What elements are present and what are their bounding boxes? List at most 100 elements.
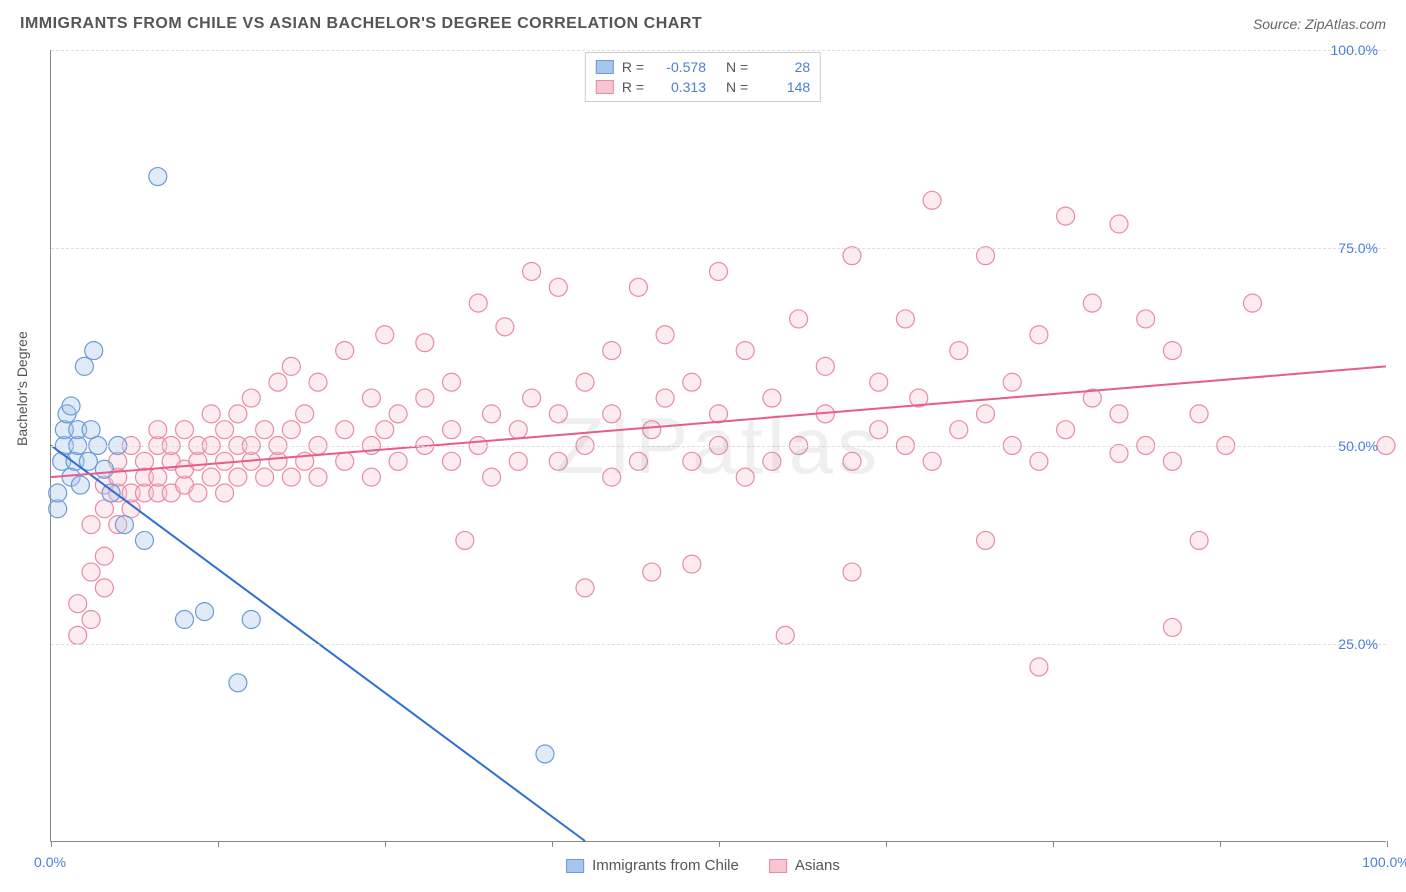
scatter-point xyxy=(296,405,314,423)
x-tick xyxy=(1220,841,1221,847)
scatter-point xyxy=(95,460,113,478)
x-tick xyxy=(218,841,219,847)
scatter-point xyxy=(683,555,701,573)
scatter-point xyxy=(776,626,794,644)
scatter-point xyxy=(509,421,527,439)
scatter-point xyxy=(362,389,380,407)
scatter-point xyxy=(763,389,781,407)
scatter-point xyxy=(1190,405,1208,423)
scatter-point xyxy=(1137,310,1155,328)
legend-swatch-chile xyxy=(596,60,614,74)
scatter-point xyxy=(336,421,354,439)
scatter-point xyxy=(629,278,647,296)
legend-item-chile: Immigrants from Chile xyxy=(566,857,739,874)
scatter-point xyxy=(923,191,941,209)
scatter-point xyxy=(816,357,834,375)
scatter-point xyxy=(416,389,434,407)
scatter-point xyxy=(736,468,754,486)
legend-swatch-asians xyxy=(596,80,614,94)
scatter-point xyxy=(443,373,461,391)
legend-n-label: N = xyxy=(726,59,748,75)
scatter-point xyxy=(523,262,541,280)
scatter-point xyxy=(269,373,287,391)
scatter-point xyxy=(683,452,701,470)
scatter-point xyxy=(1110,444,1128,462)
source-name: ZipAtlas.com xyxy=(1305,16,1386,32)
scatter-point xyxy=(870,421,888,439)
scatter-point xyxy=(282,468,300,486)
scatter-point xyxy=(149,421,167,439)
x-tick-label: 0.0% xyxy=(34,854,66,870)
legend-n-value-asians: 148 xyxy=(760,79,810,95)
scatter-point xyxy=(549,405,567,423)
scatter-point xyxy=(115,516,133,534)
scatter-point xyxy=(977,247,995,265)
scatter-point xyxy=(896,310,914,328)
scatter-point xyxy=(683,373,701,391)
scatter-point xyxy=(189,484,207,502)
x-tick xyxy=(719,841,720,847)
legend-stats-row-asians: R = 0.313 N = 148 xyxy=(596,77,810,97)
scatter-point xyxy=(710,405,728,423)
scatter-point xyxy=(643,421,661,439)
x-tick xyxy=(886,841,887,847)
legend-series-box: Immigrants from Chile Asians xyxy=(566,857,840,874)
scatter-point xyxy=(736,342,754,360)
scatter-point xyxy=(135,452,153,470)
scatter-point xyxy=(603,405,621,423)
legend-label-asians: Asians xyxy=(795,857,840,874)
scatter-point xyxy=(376,326,394,344)
scatter-point xyxy=(843,452,861,470)
y-tick-label: 100.0% xyxy=(1331,42,1378,58)
source-attribution: Source: ZipAtlas.com xyxy=(1253,16,1386,32)
scatter-point xyxy=(950,342,968,360)
scatter-point xyxy=(523,389,541,407)
scatter-point xyxy=(149,168,167,186)
scatter-point xyxy=(843,563,861,581)
scatter-point xyxy=(149,468,167,486)
scatter-point xyxy=(309,468,327,486)
scatter-point xyxy=(656,326,674,344)
scatter-point xyxy=(216,484,234,502)
scatter-point xyxy=(102,484,120,502)
scatter-point xyxy=(870,373,888,391)
scatter-point xyxy=(977,405,995,423)
scatter-point xyxy=(656,389,674,407)
scatter-point xyxy=(1030,452,1048,470)
scatter-point xyxy=(82,563,100,581)
scatter-point xyxy=(95,547,113,565)
scatter-point xyxy=(509,452,527,470)
legend-item-asians: Asians xyxy=(769,857,840,874)
scatter-point xyxy=(763,452,781,470)
scatter-point xyxy=(443,421,461,439)
scatter-point xyxy=(256,421,274,439)
x-tick xyxy=(1387,841,1388,847)
scatter-point xyxy=(843,247,861,265)
scatter-point xyxy=(196,603,214,621)
scatter-point xyxy=(1163,342,1181,360)
scatter-point xyxy=(256,468,274,486)
grid-line xyxy=(51,644,1386,645)
scatter-point xyxy=(1083,294,1101,312)
scatter-point xyxy=(389,405,407,423)
scatter-point xyxy=(82,516,100,534)
grid-line xyxy=(51,446,1386,447)
scatter-point xyxy=(309,373,327,391)
scatter-point xyxy=(1190,531,1208,549)
scatter-point xyxy=(85,342,103,360)
scatter-point xyxy=(1030,658,1048,676)
scatter-point xyxy=(443,452,461,470)
x-tick xyxy=(385,841,386,847)
scatter-point xyxy=(549,278,567,296)
source-prefix: Source: xyxy=(1253,16,1305,32)
scatter-point xyxy=(71,476,89,494)
x-tick xyxy=(552,841,553,847)
scatter-point xyxy=(216,421,234,439)
chart-plot-area: ZIPatlas 25.0%50.0%75.0%100.0% xyxy=(50,50,1386,842)
scatter-point xyxy=(82,611,100,629)
grid-line xyxy=(51,248,1386,249)
scatter-point xyxy=(49,484,67,502)
legend-label-chile: Immigrants from Chile xyxy=(592,857,739,874)
y-tick-label: 75.0% xyxy=(1338,240,1378,256)
scatter-point xyxy=(242,611,260,629)
